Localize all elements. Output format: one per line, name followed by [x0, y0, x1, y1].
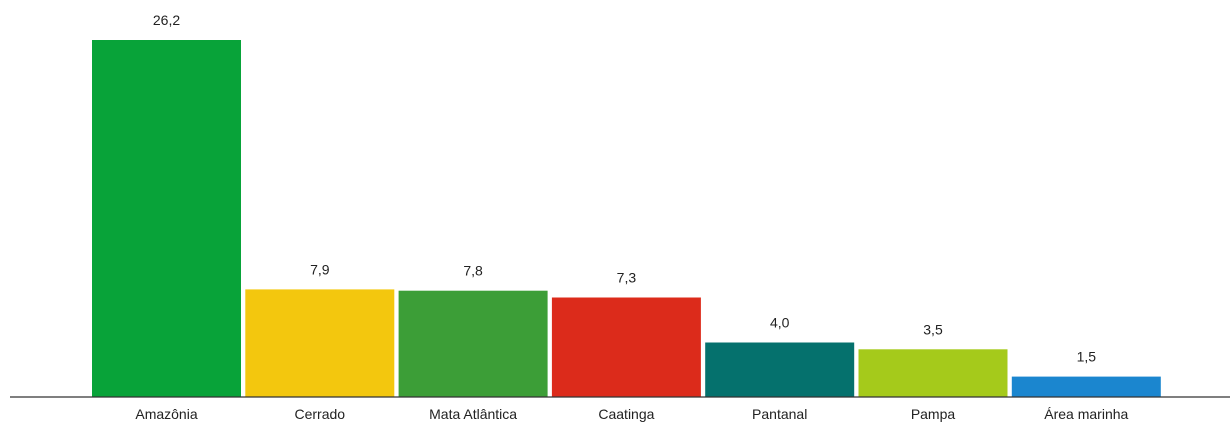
- category-label-area-marinha: Área marinha: [1044, 406, 1128, 422]
- value-label-caatinga: 7,3: [617, 270, 637, 286]
- bar-pantanal: [705, 342, 855, 397]
- value-label-mata-atlantica: 7,8: [463, 263, 483, 279]
- category-label-caatinga: Caatinga: [598, 406, 654, 422]
- value-labels-group: 26,2 7,9 7,8 7,3 4,0 3,5 1,5: [153, 12, 1096, 365]
- category-labels-group: Amazônia Cerrado Mata Atlântica Caatinga Pan…: [135, 406, 1128, 422]
- value-label-cerrado: 7,9: [310, 261, 330, 277]
- value-label-pampa: 3,5: [923, 321, 943, 337]
- category-label-amazonia: Amazônia: [135, 406, 197, 422]
- bar-cerrado: [245, 289, 395, 397]
- bar-pampa: [858, 349, 1008, 397]
- value-label-pantanal: 4,0: [770, 315, 790, 331]
- bar-caatinga: [551, 297, 701, 397]
- value-label-area-marinha: 1,5: [1077, 349, 1097, 365]
- category-label-pampa: Pampa: [911, 406, 956, 422]
- bars-group: [92, 40, 1161, 397]
- bar-amazonia: [92, 40, 241, 397]
- category-label-cerrado: Cerrado: [295, 406, 346, 422]
- bar-area-marinha: [1011, 376, 1161, 397]
- bar-mata-atlantica: [398, 290, 548, 397]
- category-label-mata-atlantica: Mata Atlântica: [429, 406, 517, 422]
- category-label-pantanal: Pantanal: [752, 406, 807, 422]
- value-label-amazonia: 26,2: [153, 12, 180, 28]
